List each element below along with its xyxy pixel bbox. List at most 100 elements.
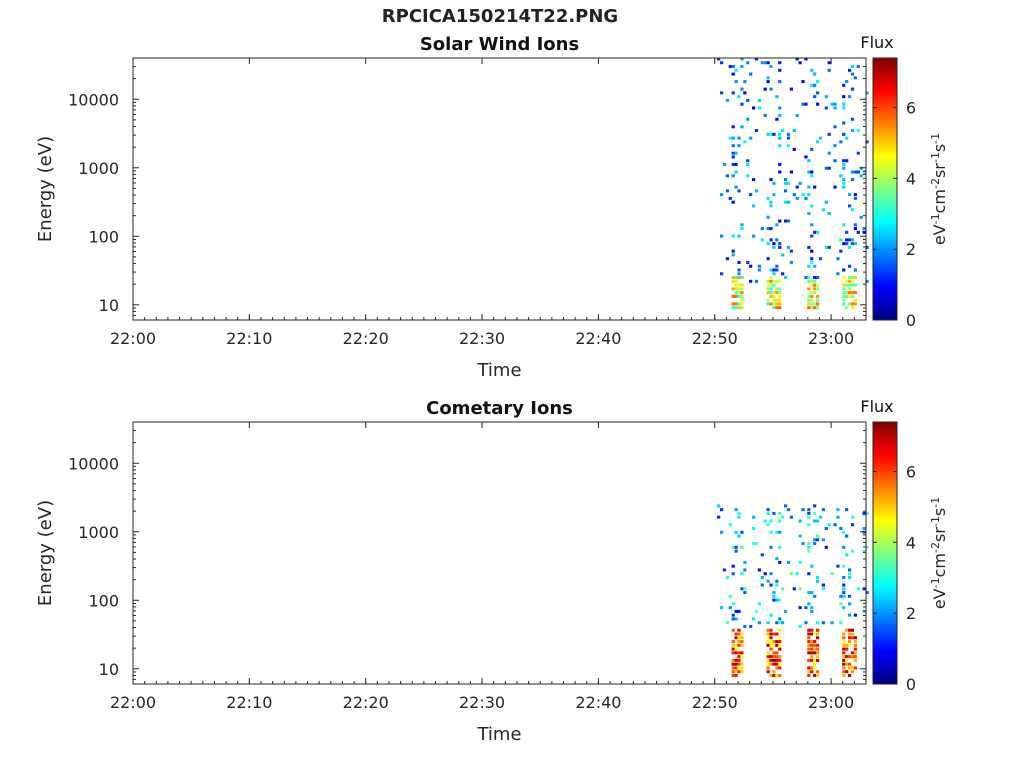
- data-cell: [751, 204, 756, 208]
- data-cell: [845, 670, 849, 674]
- data-cell: [821, 583, 825, 587]
- data-cell: [824, 166, 828, 170]
- data-cell: [772, 598, 776, 602]
- data-cell: [769, 294, 773, 298]
- data-cell: [813, 538, 817, 542]
- data-cell: [810, 651, 814, 655]
- data-cell: [813, 287, 817, 291]
- data-cell: [769, 132, 773, 136]
- data-cell: [775, 557, 779, 561]
- data-cell: [842, 276, 846, 280]
- data-cell: [778, 655, 782, 659]
- data-cell: [786, 181, 791, 185]
- data-cell: [734, 162, 738, 166]
- data-cell: [850, 170, 855, 174]
- data-cell: [769, 276, 773, 280]
- data-cell: [798, 606, 802, 610]
- data-cell: [795, 196, 799, 200]
- data-cell: [769, 227, 773, 231]
- data-cell: [775, 666, 779, 670]
- data-cell: [731, 302, 735, 306]
- x-tick-label: 22:50: [692, 693, 738, 712]
- data-cell: [737, 666, 741, 670]
- data-cell: [725, 189, 729, 193]
- data-cell: [778, 219, 782, 223]
- data-cell: [807, 658, 811, 662]
- data-cell: [737, 662, 741, 666]
- data-cell: [737, 189, 741, 193]
- data-cell: [807, 636, 811, 640]
- data-cell: [827, 61, 831, 65]
- data-cell: [737, 272, 741, 276]
- data-cell: [757, 98, 761, 102]
- data-cell: [853, 268, 857, 272]
- data-cell: [786, 219, 791, 223]
- data-cell: [740, 643, 744, 647]
- data-cell: [856, 587, 860, 591]
- data-cell: [850, 294, 855, 298]
- data-cell: [722, 568, 727, 572]
- data-cell: [786, 560, 791, 564]
- data-cell: [804, 57, 808, 61]
- data-cell: [769, 655, 773, 659]
- data-cell: [850, 636, 855, 640]
- data-cell: [737, 670, 741, 674]
- data-cell: [772, 193, 776, 197]
- spectrogram-data: [717, 57, 869, 310]
- data-cell: [810, 302, 814, 306]
- colorbar-tick-label: 0: [906, 311, 916, 330]
- data-cell: [845, 283, 849, 287]
- data-cell: [850, 515, 855, 519]
- data-cell: [760, 553, 764, 557]
- data-cell: [853, 666, 857, 670]
- data-cell: [769, 287, 773, 291]
- data-cell: [754, 189, 759, 193]
- data-cell: [850, 242, 855, 246]
- data-cell: [731, 628, 735, 632]
- data-cell: [804, 621, 808, 625]
- data-cell: [775, 279, 779, 283]
- data-cell: [801, 102, 805, 106]
- data-cell: [746, 159, 750, 163]
- data-cell: [783, 200, 788, 204]
- data-cell: [775, 306, 779, 310]
- data-cell: [807, 276, 811, 280]
- data-cell: [757, 106, 761, 110]
- x-tick-label: 22:50: [692, 329, 738, 348]
- data-cell: [740, 283, 744, 287]
- data-cell: [760, 238, 764, 242]
- data-cell: [813, 276, 817, 280]
- data-cell: [804, 102, 808, 106]
- data-cell: [737, 515, 741, 519]
- data-cell: [778, 294, 782, 298]
- plot-frame: [132, 57, 867, 321]
- data-cell: [781, 621, 785, 625]
- data-cell: [740, 651, 744, 655]
- data-cell: [807, 193, 811, 197]
- data-cell: [751, 617, 756, 621]
- data-cell: [813, 504, 817, 508]
- data-cell: [725, 174, 729, 178]
- data-cell: [850, 291, 855, 295]
- data-cell: [813, 632, 817, 636]
- data-cell: [853, 298, 857, 302]
- data-cell: [778, 61, 782, 65]
- panel-title: Cometary Ions: [426, 398, 573, 419]
- data-cell: [740, 670, 744, 674]
- data-cell: [810, 249, 814, 253]
- data-cell: [845, 242, 849, 246]
- data-cell: [845, 294, 849, 298]
- data-cell: [815, 632, 820, 636]
- data-cell: [778, 673, 782, 677]
- data-cell: [847, 279, 852, 283]
- data-cell: [842, 178, 846, 182]
- data-cell: [850, 306, 855, 310]
- data-cell: [772, 594, 776, 598]
- data-cell: [783, 181, 788, 185]
- data-cell: [818, 257, 823, 261]
- data-cell: [807, 302, 811, 306]
- data-cell: [719, 61, 724, 65]
- data-cell: [850, 129, 855, 133]
- data-cell: [778, 162, 782, 166]
- data-cell: [746, 260, 750, 264]
